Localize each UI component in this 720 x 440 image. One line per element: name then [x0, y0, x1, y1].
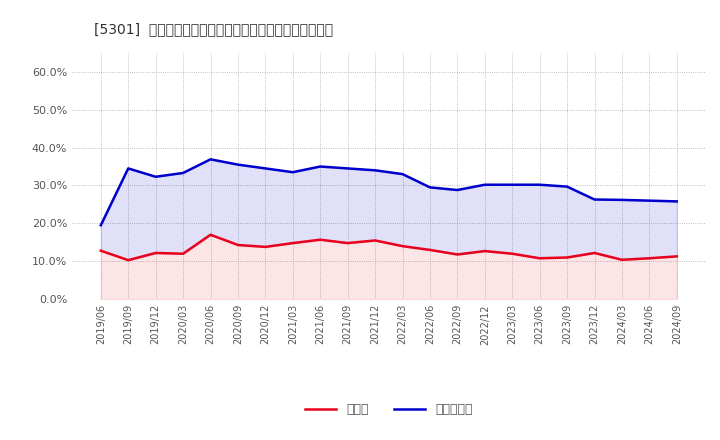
現頲金 — [645, 256, 654, 261]
現頲金 — [426, 247, 434, 253]
有利子負債 — [371, 168, 379, 173]
現頲金 — [233, 242, 242, 248]
有利子負債 — [233, 162, 242, 167]
現頲金 — [618, 257, 626, 262]
有利子負債 — [96, 223, 105, 228]
現頲金 — [672, 254, 681, 259]
有利子負債 — [316, 164, 325, 169]
有利子負債 — [179, 170, 187, 176]
有利子負債 — [151, 174, 160, 180]
有利子負債 — [563, 184, 572, 189]
有利子負債 — [480, 182, 489, 187]
現頲金 — [480, 249, 489, 254]
有利子負債 — [289, 169, 297, 175]
現頲金 — [96, 248, 105, 253]
現頲金 — [453, 252, 462, 257]
有利子負債 — [206, 157, 215, 162]
現頲金 — [151, 250, 160, 256]
Line: 現頲金: 現頲金 — [101, 235, 677, 260]
現頲金 — [590, 250, 599, 256]
有利子負債 — [618, 197, 626, 202]
有利子負債 — [426, 185, 434, 190]
Line: 有利子負債: 有利子負債 — [101, 159, 677, 225]
現頲金 — [343, 240, 352, 246]
有利子負債 — [453, 187, 462, 193]
現頲金 — [508, 251, 516, 257]
現頲金 — [398, 243, 407, 249]
現頲金 — [371, 238, 379, 243]
現頲金 — [316, 237, 325, 242]
有利子負債 — [590, 197, 599, 202]
有利子負債 — [398, 172, 407, 177]
有利子負債 — [645, 198, 654, 203]
有利子負債 — [124, 166, 132, 171]
現頲金 — [206, 232, 215, 238]
Legend: 現頲金, 有利子負債: 現頲金, 有利子負債 — [300, 398, 477, 421]
有利子負債 — [343, 166, 352, 171]
現頲金 — [179, 251, 187, 257]
現頲金 — [563, 255, 572, 260]
現頲金 — [261, 244, 270, 249]
有利子負債 — [508, 182, 516, 187]
現頲金 — [536, 256, 544, 261]
現頲金 — [289, 240, 297, 246]
Text: [5301]  現頲金、有利子負債の総資産に対する比率の推移: [5301] 現頲金、有利子負債の総資産に対する比率の推移 — [94, 22, 333, 36]
有利子負債 — [261, 166, 270, 171]
有利子負債 — [672, 199, 681, 204]
現頲金 — [124, 257, 132, 263]
有利子負債 — [536, 182, 544, 187]
